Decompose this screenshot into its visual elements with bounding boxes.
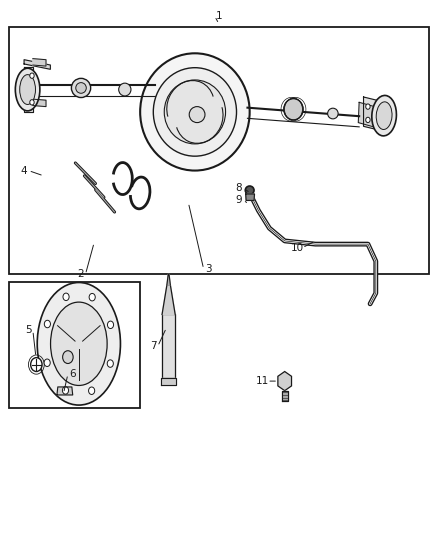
Bar <box>9 282 140 408</box>
Text: 11: 11 <box>256 376 269 386</box>
Ellipse shape <box>89 294 95 301</box>
Ellipse shape <box>44 320 50 328</box>
Polygon shape <box>57 387 73 395</box>
Ellipse shape <box>328 108 338 119</box>
Ellipse shape <box>15 68 40 111</box>
Ellipse shape <box>30 73 34 78</box>
Text: 6: 6 <box>69 369 76 379</box>
Polygon shape <box>358 102 374 127</box>
Bar <box>9 27 429 274</box>
Text: 10: 10 <box>291 243 304 253</box>
Ellipse shape <box>63 386 69 394</box>
Ellipse shape <box>37 282 120 405</box>
Ellipse shape <box>153 68 237 156</box>
Ellipse shape <box>164 80 226 144</box>
Polygon shape <box>282 391 288 401</box>
Ellipse shape <box>44 359 50 367</box>
Polygon shape <box>364 97 381 131</box>
Ellipse shape <box>284 99 303 120</box>
Ellipse shape <box>140 53 250 171</box>
Polygon shape <box>246 194 254 200</box>
Text: 7: 7 <box>150 342 157 351</box>
Polygon shape <box>167 274 170 285</box>
Ellipse shape <box>189 107 205 123</box>
Ellipse shape <box>372 95 396 136</box>
Ellipse shape <box>63 351 73 364</box>
Polygon shape <box>24 67 33 112</box>
Ellipse shape <box>245 186 254 195</box>
Polygon shape <box>161 378 176 385</box>
Polygon shape <box>278 372 292 391</box>
Polygon shape <box>162 314 175 378</box>
Ellipse shape <box>50 302 107 385</box>
Ellipse shape <box>376 102 392 130</box>
Ellipse shape <box>71 78 91 98</box>
Text: 2: 2 <box>78 270 85 279</box>
Text: 4: 4 <box>21 166 28 175</box>
Text: 1: 1 <box>215 11 223 21</box>
Text: 8: 8 <box>235 183 242 193</box>
Polygon shape <box>162 285 175 314</box>
Ellipse shape <box>366 104 370 109</box>
Ellipse shape <box>366 117 370 123</box>
Ellipse shape <box>119 83 131 96</box>
Ellipse shape <box>107 360 113 367</box>
Ellipse shape <box>76 83 86 93</box>
Text: 3: 3 <box>205 264 212 274</box>
Polygon shape <box>24 60 50 69</box>
Ellipse shape <box>88 387 95 394</box>
Ellipse shape <box>63 293 69 301</box>
Polygon shape <box>33 59 46 66</box>
Ellipse shape <box>31 358 42 372</box>
Ellipse shape <box>20 75 35 104</box>
Ellipse shape <box>107 321 113 328</box>
Polygon shape <box>33 99 46 107</box>
Text: 5: 5 <box>25 326 32 335</box>
Text: 9: 9 <box>235 195 242 205</box>
Ellipse shape <box>30 100 34 105</box>
